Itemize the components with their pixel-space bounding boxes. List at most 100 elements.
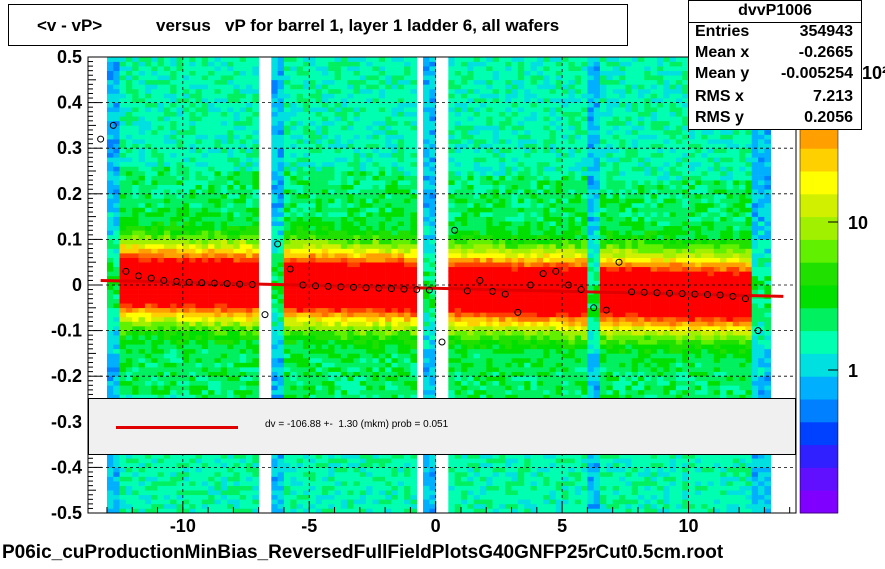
heatmap-cell bbox=[170, 257, 177, 263]
heatmap-cell bbox=[423, 161, 430, 167]
heatmap-cell bbox=[119, 212, 127, 217]
heatmap-cell bbox=[239, 75, 247, 81]
heatmap-cell bbox=[151, 134, 158, 140]
heatmap-cell bbox=[138, 262, 146, 268]
heatmap-cell bbox=[201, 152, 209, 158]
heatmap-cell bbox=[271, 330, 278, 336]
heatmap-cell bbox=[277, 326, 285, 331]
heatmap-cell bbox=[144, 88, 152, 94]
heatmap-cell bbox=[246, 202, 253, 208]
heatmap-cell bbox=[195, 198, 203, 204]
heatmap-cell bbox=[144, 321, 152, 327]
heatmap-cell bbox=[404, 294, 411, 299]
heatmap-cell bbox=[366, 499, 373, 505]
heatmap-cell bbox=[429, 490, 436, 496]
heatmap-cell bbox=[144, 207, 152, 213]
heatmap-cell bbox=[119, 234, 127, 240]
heatmap-cell bbox=[309, 111, 316, 117]
heatmap-cell bbox=[239, 221, 247, 227]
heatmap-cell bbox=[163, 175, 171, 181]
heatmap-cell bbox=[372, 503, 380, 509]
heatmap-cell bbox=[347, 148, 354, 154]
heatmap-cell bbox=[277, 330, 285, 336]
heatmap-cell bbox=[448, 344, 455, 350]
heatmap-cell bbox=[391, 326, 399, 331]
heatmap-cell bbox=[239, 353, 247, 359]
heatmap-cell bbox=[410, 471, 418, 477]
heatmap-cell bbox=[448, 70, 455, 76]
heatmap-cell bbox=[372, 458, 380, 464]
heatmap-cell bbox=[144, 212, 152, 217]
heatmap-cell bbox=[328, 248, 335, 254]
heatmap-cell bbox=[271, 394, 278, 400]
heatmap-cell bbox=[397, 212, 405, 217]
heatmap-cell bbox=[448, 139, 455, 144]
heatmap-cell bbox=[208, 57, 215, 62]
heatmap-cell bbox=[359, 303, 367, 309]
heatmap-cell bbox=[119, 471, 127, 477]
heatmap-cell bbox=[271, 380, 278, 386]
heatmap-cell bbox=[113, 189, 120, 195]
heatmap-cell bbox=[309, 307, 316, 313]
heatmap-cell bbox=[182, 471, 190, 477]
heatmap-cell bbox=[239, 462, 247, 468]
heatmap-cell bbox=[189, 262, 196, 268]
heatmap-cell bbox=[195, 467, 203, 473]
heatmap-cell bbox=[170, 139, 177, 144]
heatmap-cell bbox=[359, 376, 367, 382]
heatmap-cell bbox=[125, 157, 133, 163]
heatmap-cell bbox=[246, 471, 253, 477]
heatmap-cell bbox=[302, 367, 310, 372]
heatmap-cell bbox=[302, 262, 310, 268]
heatmap-cell bbox=[347, 93, 354, 99]
heatmap-cell bbox=[359, 143, 367, 149]
heatmap-cell bbox=[246, 344, 253, 350]
heatmap-cell bbox=[378, 98, 386, 103]
heatmap-cell bbox=[296, 471, 304, 477]
heatmap-cell bbox=[106, 471, 114, 477]
heatmap-cell bbox=[125, 161, 133, 167]
heatmap-cell bbox=[315, 243, 323, 249]
heatmap-cell bbox=[277, 367, 285, 372]
heatmap-cell bbox=[182, 207, 190, 213]
heatmap-cell bbox=[252, 93, 259, 99]
heatmap-cell bbox=[309, 262, 316, 268]
heatmap-cell bbox=[410, 262, 418, 268]
heatmap-cell bbox=[144, 66, 152, 71]
heatmap-cell bbox=[220, 494, 228, 500]
heatmap-cell bbox=[195, 129, 203, 135]
heatmap-cell bbox=[252, 348, 259, 354]
heatmap-cell bbox=[125, 508, 133, 514]
heatmap-cell bbox=[170, 234, 177, 240]
heatmap-cell bbox=[163, 116, 171, 122]
heatmap-cell bbox=[359, 230, 367, 236]
heatmap-cell bbox=[233, 166, 241, 172]
heatmap-cell bbox=[252, 458, 259, 464]
heatmap-cell bbox=[302, 116, 310, 122]
heatmap-cell bbox=[157, 389, 165, 395]
heatmap-cell bbox=[208, 303, 215, 309]
heatmap-cell bbox=[119, 285, 127, 290]
heatmap-cell bbox=[214, 212, 222, 217]
heatmap-cell bbox=[132, 75, 139, 81]
heatmap-cell bbox=[404, 485, 411, 491]
heatmap-cell bbox=[132, 230, 139, 236]
heatmap-cell bbox=[397, 503, 405, 509]
heatmap-cell bbox=[271, 216, 278, 222]
heatmap-cell bbox=[296, 166, 304, 172]
heatmap-cell bbox=[334, 357, 342, 363]
heatmap-cell bbox=[410, 75, 418, 81]
heatmap-cell bbox=[385, 207, 392, 213]
heatmap-cell bbox=[220, 344, 228, 350]
heatmap-cell bbox=[359, 79, 367, 85]
heatmap-cell bbox=[296, 298, 304, 304]
heatmap-cell bbox=[119, 107, 127, 113]
heatmap-cell bbox=[277, 125, 285, 131]
heatmap-cell bbox=[410, 175, 418, 181]
heatmap-cell bbox=[385, 321, 392, 327]
heatmap-cell bbox=[239, 503, 247, 509]
heatmap-cell bbox=[385, 266, 392, 272]
heatmap-cell bbox=[227, 262, 234, 268]
heatmap-cell bbox=[106, 129, 114, 135]
heatmap-cell bbox=[296, 184, 304, 190]
